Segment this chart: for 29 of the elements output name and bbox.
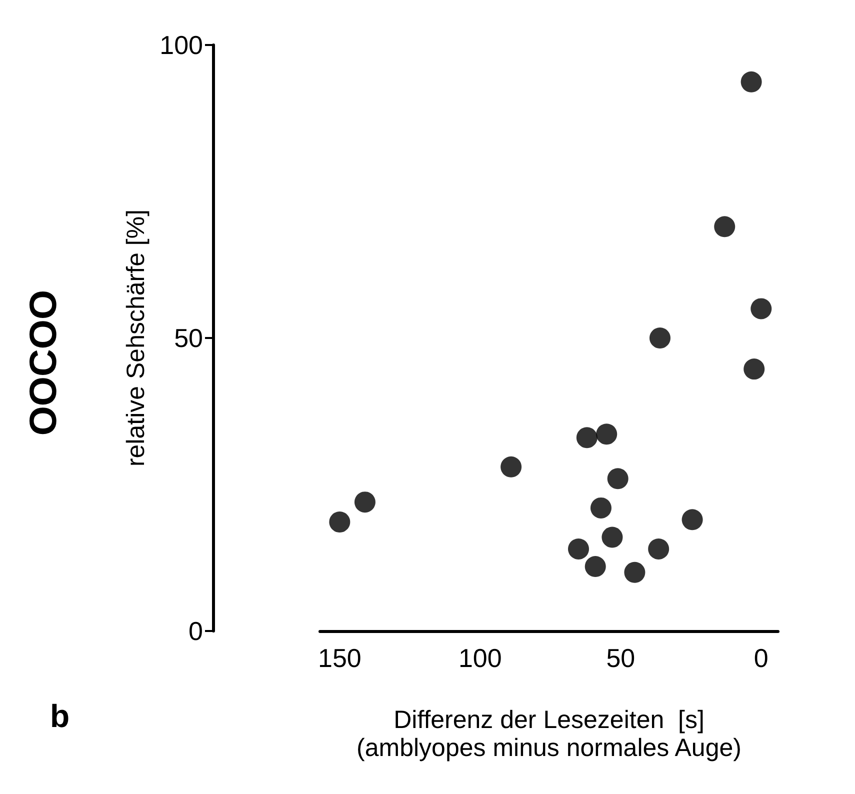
x-tick-label: 100: [458, 643, 502, 673]
x-tick-label: 50: [606, 643, 636, 673]
y-tick-label: 50: [174, 323, 203, 353]
y-tick-label: 100: [160, 30, 203, 60]
point: [596, 424, 618, 445]
y-tick-label: 0: [188, 616, 203, 646]
point: [740, 71, 762, 92]
text: b: [50, 698, 70, 734]
x-tick-label: 150: [318, 643, 362, 673]
point: [576, 427, 598, 448]
point: [650, 328, 670, 348]
x-tick-label: 0: [754, 643, 768, 673]
point: [624, 562, 646, 583]
text: OOCOO: [23, 290, 65, 436]
point: [744, 358, 765, 380]
point: [590, 497, 612, 518]
point: [750, 298, 772, 320]
point: [607, 468, 628, 490]
point: [648, 538, 670, 560]
point: [714, 216, 736, 238]
point: [584, 556, 606, 578]
y-axis-title: relative Sehschärfe [%]: [122, 209, 150, 467]
x-axis-title: Differenz der Lesezeiten [s] (amblyopes minus normales Auge): [356, 706, 742, 762]
point: [602, 526, 623, 548]
point: [682, 509, 703, 530]
point: [500, 456, 522, 478]
point: [354, 492, 376, 513]
point: [329, 512, 350, 532]
point: [568, 538, 590, 560]
